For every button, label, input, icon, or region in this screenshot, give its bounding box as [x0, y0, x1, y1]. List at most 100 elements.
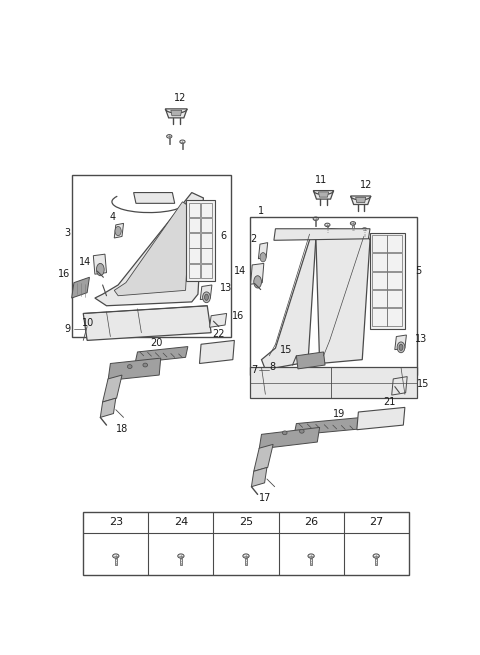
- Ellipse shape: [300, 429, 304, 433]
- Polygon shape: [254, 444, 273, 472]
- Ellipse shape: [325, 223, 330, 227]
- Polygon shape: [250, 367, 417, 398]
- Bar: [201, 263, 212, 278]
- Polygon shape: [274, 229, 370, 240]
- Text: 27: 27: [369, 517, 384, 527]
- Polygon shape: [294, 417, 362, 435]
- Bar: [83, 512, 409, 575]
- Bar: [189, 218, 200, 233]
- Text: 15: 15: [417, 379, 429, 389]
- Bar: [72, 175, 230, 337]
- Polygon shape: [100, 398, 116, 417]
- Ellipse shape: [204, 294, 208, 301]
- Polygon shape: [310, 558, 312, 565]
- Bar: [387, 309, 402, 326]
- Bar: [201, 218, 212, 233]
- Polygon shape: [364, 231, 365, 237]
- Polygon shape: [180, 558, 182, 565]
- Bar: [201, 202, 212, 217]
- Polygon shape: [182, 143, 183, 149]
- Text: 15: 15: [280, 345, 292, 354]
- Ellipse shape: [180, 140, 185, 143]
- Bar: [201, 233, 212, 248]
- Polygon shape: [316, 229, 370, 364]
- Polygon shape: [318, 192, 328, 197]
- Polygon shape: [95, 193, 204, 306]
- Bar: [372, 272, 387, 289]
- Text: 6: 6: [220, 231, 227, 242]
- Polygon shape: [168, 138, 170, 144]
- Ellipse shape: [282, 431, 287, 435]
- Polygon shape: [392, 377, 407, 395]
- Bar: [372, 309, 387, 326]
- Polygon shape: [245, 558, 247, 565]
- Text: 9: 9: [64, 324, 70, 334]
- Text: 22: 22: [213, 329, 225, 339]
- Polygon shape: [93, 254, 107, 274]
- Polygon shape: [259, 428, 320, 449]
- Polygon shape: [251, 263, 264, 284]
- Bar: [387, 235, 402, 252]
- Bar: [387, 290, 402, 307]
- Text: 13: 13: [415, 334, 427, 344]
- Polygon shape: [356, 197, 366, 202]
- Ellipse shape: [115, 227, 121, 236]
- Polygon shape: [200, 285, 212, 299]
- Text: 20: 20: [151, 338, 163, 348]
- Polygon shape: [108, 358, 161, 381]
- Bar: [370, 233, 405, 329]
- Text: 12: 12: [174, 93, 186, 103]
- Ellipse shape: [113, 554, 119, 558]
- Polygon shape: [395, 335, 407, 350]
- Text: 23: 23: [109, 517, 123, 527]
- Polygon shape: [210, 314, 227, 328]
- Ellipse shape: [399, 345, 403, 350]
- Bar: [372, 235, 387, 252]
- Text: 5: 5: [415, 266, 421, 276]
- Text: 11: 11: [315, 176, 327, 185]
- Polygon shape: [252, 468, 267, 487]
- Bar: [189, 233, 200, 248]
- Text: 10: 10: [82, 318, 94, 328]
- Text: 18: 18: [116, 424, 128, 434]
- Polygon shape: [327, 227, 328, 233]
- Polygon shape: [115, 558, 117, 565]
- Bar: [372, 290, 387, 307]
- Ellipse shape: [143, 363, 147, 367]
- Ellipse shape: [167, 135, 172, 138]
- Text: 1: 1: [258, 206, 264, 216]
- Bar: [189, 248, 200, 263]
- Bar: [189, 202, 200, 217]
- Polygon shape: [200, 341, 234, 364]
- Polygon shape: [315, 221, 316, 226]
- Text: 26: 26: [304, 517, 318, 527]
- Text: 14: 14: [80, 257, 92, 267]
- Ellipse shape: [350, 221, 356, 225]
- Polygon shape: [313, 191, 334, 199]
- Polygon shape: [258, 242, 268, 259]
- Text: 8: 8: [269, 362, 276, 372]
- Bar: [387, 272, 402, 289]
- Ellipse shape: [178, 554, 184, 558]
- Text: 7: 7: [252, 365, 258, 375]
- Text: 16: 16: [232, 310, 244, 321]
- Bar: [201, 248, 212, 263]
- Text: 19: 19: [333, 409, 345, 419]
- Bar: [186, 200, 215, 281]
- Bar: [387, 253, 402, 271]
- Ellipse shape: [308, 554, 314, 558]
- Polygon shape: [375, 558, 377, 565]
- Text: 2: 2: [250, 234, 256, 244]
- Bar: [250, 217, 417, 375]
- Bar: [189, 263, 200, 278]
- Ellipse shape: [373, 554, 379, 558]
- Polygon shape: [133, 193, 175, 203]
- Text: 3: 3: [64, 227, 70, 238]
- Text: 24: 24: [174, 517, 188, 527]
- Ellipse shape: [96, 263, 104, 276]
- Text: 12: 12: [360, 180, 372, 190]
- Ellipse shape: [260, 253, 266, 262]
- Polygon shape: [171, 110, 181, 116]
- Polygon shape: [166, 109, 187, 118]
- Polygon shape: [72, 277, 89, 298]
